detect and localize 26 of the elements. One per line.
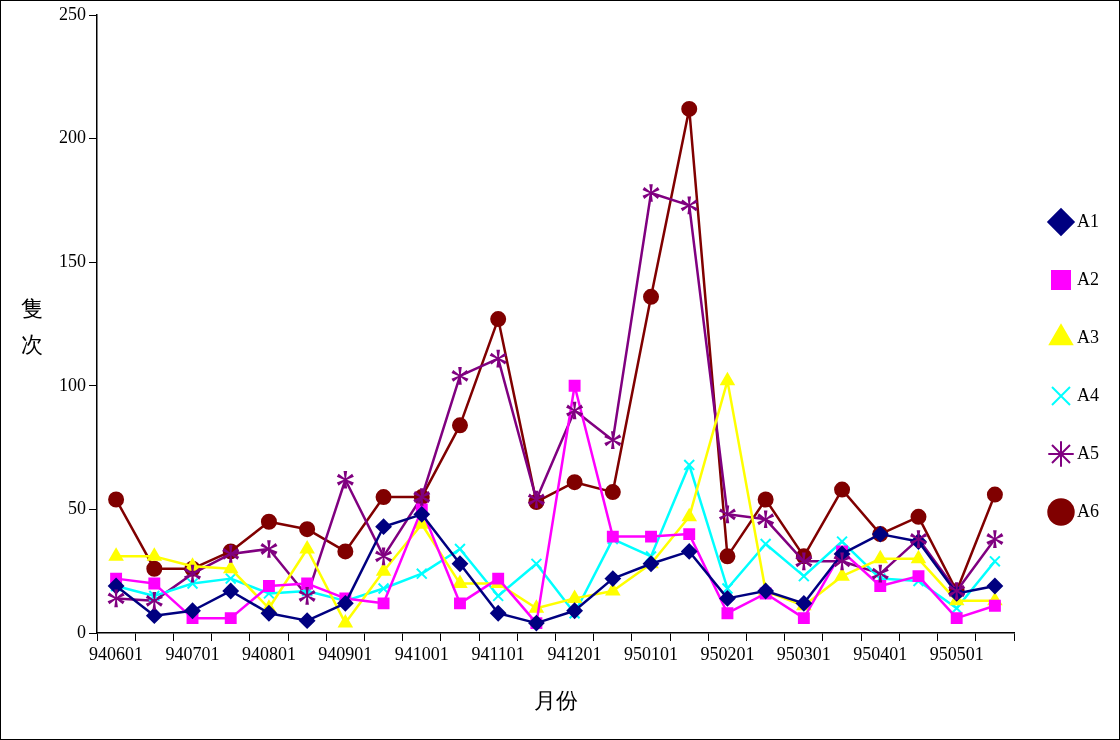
y-tick-label: 50: [68, 498, 86, 519]
x-tick-label: 950201: [700, 643, 755, 664]
x-axis-title: 月份: [533, 687, 578, 713]
y-tick-label: 0: [77, 621, 86, 642]
legend-label: A1: [1077, 210, 1099, 231]
x-tick-label: 940701: [165, 643, 220, 664]
legend-label: A4: [1077, 384, 1099, 405]
x-tick-label: 950401: [853, 643, 908, 664]
x-tick-label: 941001: [394, 643, 449, 664]
y-axis-title: 隻次: [21, 295, 44, 359]
x-tick-label: 940601: [89, 643, 144, 664]
x-tick-label: 940901: [318, 643, 373, 664]
legend-label: A2: [1077, 268, 1099, 289]
legend-label: A3: [1077, 326, 1099, 347]
legend-label: A5: [1077, 442, 1099, 463]
x-tick-label: 950101: [624, 643, 679, 664]
x-tick-label: 950501: [929, 643, 984, 664]
x-tick-label: 941101: [471, 643, 525, 664]
y-tick-label: 200: [59, 127, 86, 148]
legend-label: A6: [1077, 500, 1099, 521]
x-tick-label: 941201: [547, 643, 602, 664]
x-tick-label: 940801: [241, 643, 296, 664]
y-tick-label: 250: [59, 3, 86, 24]
y-tick-label: 150: [59, 250, 86, 271]
x-tick-label: 950301: [776, 643, 831, 664]
y-tick-label: 100: [59, 374, 86, 395]
